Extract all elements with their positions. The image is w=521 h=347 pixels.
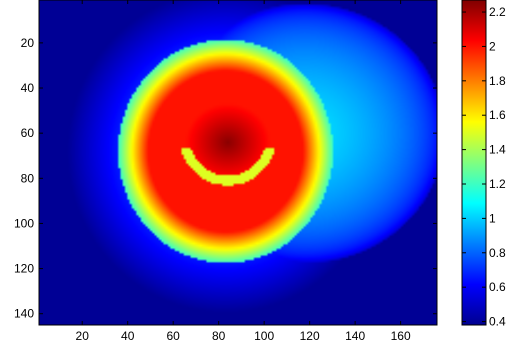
x-tick-label: 140 xyxy=(345,329,365,343)
colorbar-gradient xyxy=(462,0,486,325)
x-axis-ticks: 20 40 60 80 100 120 140 160 xyxy=(76,0,411,343)
colorbar-tick-label: 0.8 xyxy=(489,246,506,260)
y-tick-label: 20 xyxy=(21,36,35,50)
colorbar-tick-label: 0.4 xyxy=(489,315,506,329)
y-tick-label: 100 xyxy=(14,216,34,230)
colorbar-tick-label: 1.4 xyxy=(489,143,506,157)
colorbar-frame xyxy=(461,0,487,326)
colorbar-tick-label: 1.2 xyxy=(489,177,506,191)
heatmap-plot-area: 20 40 60 80 100 120 140 160 20 40 60 80 100 120 140 xyxy=(14,0,438,343)
y-tick-label: 80 xyxy=(21,171,35,185)
colorbar-ticks: 0.4 0.6 0.8 1 1.2 1.4 1.6 1.8 2 2.2 xyxy=(462,5,506,329)
colorbar-tick-label: 2.2 xyxy=(489,5,506,19)
colorbar-tick-label: 1.6 xyxy=(489,108,506,122)
x-tick-label: 40 xyxy=(121,329,135,343)
y-axis-ticks: 20 40 60 80 100 120 140 xyxy=(14,36,437,321)
x-tick-label: 120 xyxy=(300,329,320,343)
y-tick-label: 40 xyxy=(21,81,35,95)
x-tick-label: 60 xyxy=(167,329,181,343)
heatmap-image xyxy=(39,0,437,325)
x-tick-label: 20 xyxy=(76,329,90,343)
colorbar: 0.4 0.6 0.8 1 1.2 1.4 1.6 1.8 2 2.2 xyxy=(461,0,506,329)
plot-frame xyxy=(38,0,438,326)
colorbar-tick-label: 1.8 xyxy=(489,74,506,88)
x-tick-label: 100 xyxy=(254,329,274,343)
y-tick-label: 120 xyxy=(14,262,34,276)
y-tick-label: 60 xyxy=(21,126,35,140)
colorbar-tick-label: 2 xyxy=(489,39,496,53)
colorbar-tick-label: 1 xyxy=(489,211,496,225)
colorbar-tick-label: 0.6 xyxy=(489,280,506,294)
x-tick-label: 80 xyxy=(212,329,226,343)
x-tick-label: 160 xyxy=(391,329,411,343)
y-tick-label: 140 xyxy=(14,307,34,321)
